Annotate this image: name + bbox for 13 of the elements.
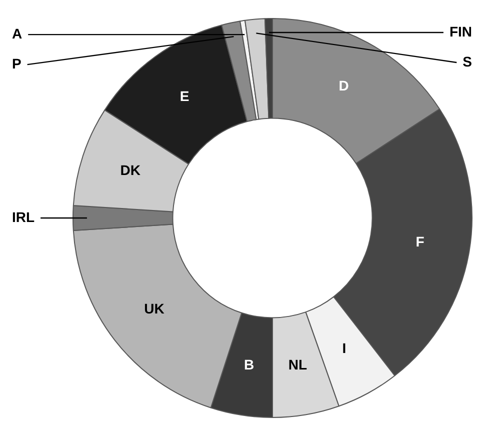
slice-label: B — [244, 356, 254, 373]
slice-label: IRL — [12, 208, 35, 225]
slice-label: I — [342, 340, 346, 356]
slice-label: FIN — [449, 23, 472, 40]
slice-label: S — [462, 53, 472, 70]
slice-label: P — [12, 55, 22, 72]
slice-label: D — [338, 77, 349, 94]
slice-label: DK — [120, 162, 140, 178]
slice-label: A — [12, 25, 22, 42]
slice-label: E — [180, 88, 190, 104]
slice-label: UK — [144, 300, 164, 317]
slice-label: F — [416, 234, 425, 250]
slice-label: NL — [288, 356, 308, 372]
